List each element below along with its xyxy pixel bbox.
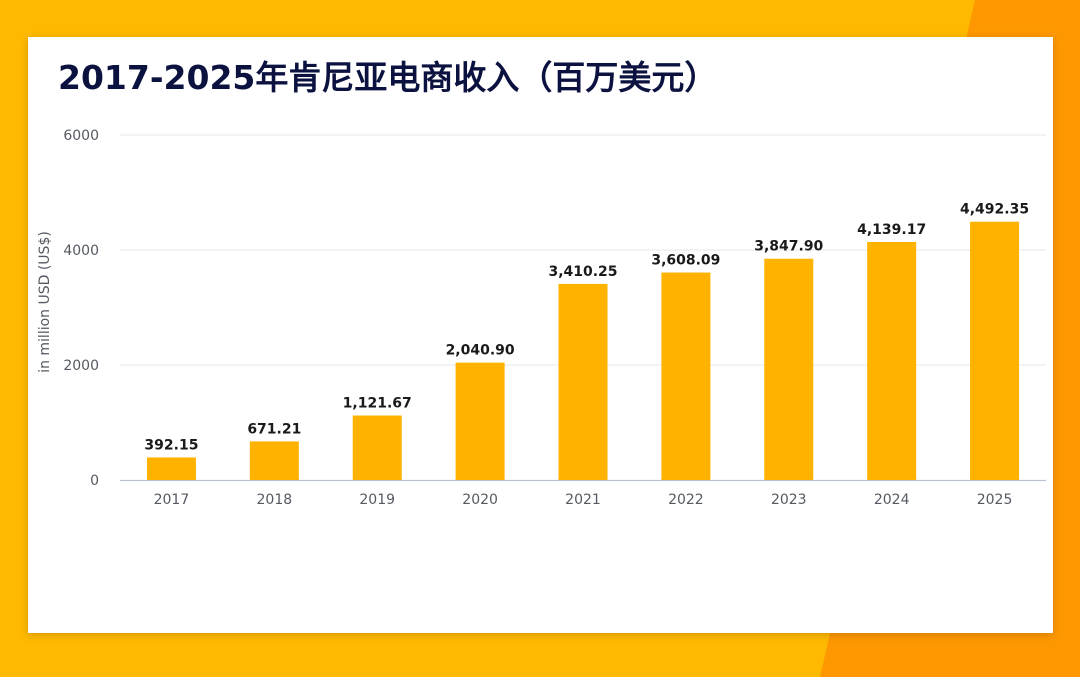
- bar: [249, 441, 299, 480]
- bar: [970, 221, 1020, 480]
- chart-title: 2017-2025年肯尼亚电商收入（百万美元）: [58, 58, 718, 97]
- x-tick-label: 2022: [668, 492, 704, 508]
- x-tick-label: 2019: [359, 492, 395, 508]
- data-label: 671.21: [247, 421, 301, 437]
- x-tick-label: 2023: [771, 492, 807, 508]
- data-label: 4,139.17: [857, 222, 926, 238]
- data-label: 3,410.25: [548, 264, 617, 280]
- x-tick-label: 2025: [977, 492, 1013, 508]
- x-tick-label: 2018: [257, 492, 293, 508]
- x-tick-label: 2024: [874, 492, 910, 508]
- x-tick-label: 2017: [154, 492, 190, 508]
- bar: [558, 283, 608, 480]
- bar: [352, 415, 402, 480]
- bar: [661, 272, 711, 480]
- data-label: 1,121.67: [343, 396, 412, 412]
- data-label: 392.15: [144, 437, 198, 453]
- data-label: 3,608.09: [651, 253, 720, 269]
- y-tick-label: 6000: [63, 128, 99, 144]
- bar: [764, 258, 814, 480]
- bar: [867, 241, 917, 480]
- bar: [455, 362, 505, 480]
- chart-card: 2017-2025年肯尼亚电商收入（百万美元） 0 2000 4000 6000 in …: [28, 37, 1053, 633]
- y-tick-label: 0: [90, 473, 99, 489]
- y-axis-title: in million USD (US$): [37, 231, 53, 373]
- bar: [146, 457, 196, 480]
- x-tick-label: 2020: [462, 492, 498, 508]
- y-tick-label: 4000: [63, 243, 99, 259]
- data-label: 4,492.35: [960, 202, 1029, 218]
- data-label: 3,847.90: [754, 239, 823, 255]
- y-tick-label: 2000: [63, 358, 99, 374]
- bar-chart: 0 2000 4000 6000 in million USD (US$) 392.15 2…: [37, 128, 1046, 508]
- x-tick-label: 2021: [565, 492, 601, 508]
- data-label: 2,040.90: [446, 343, 515, 359]
